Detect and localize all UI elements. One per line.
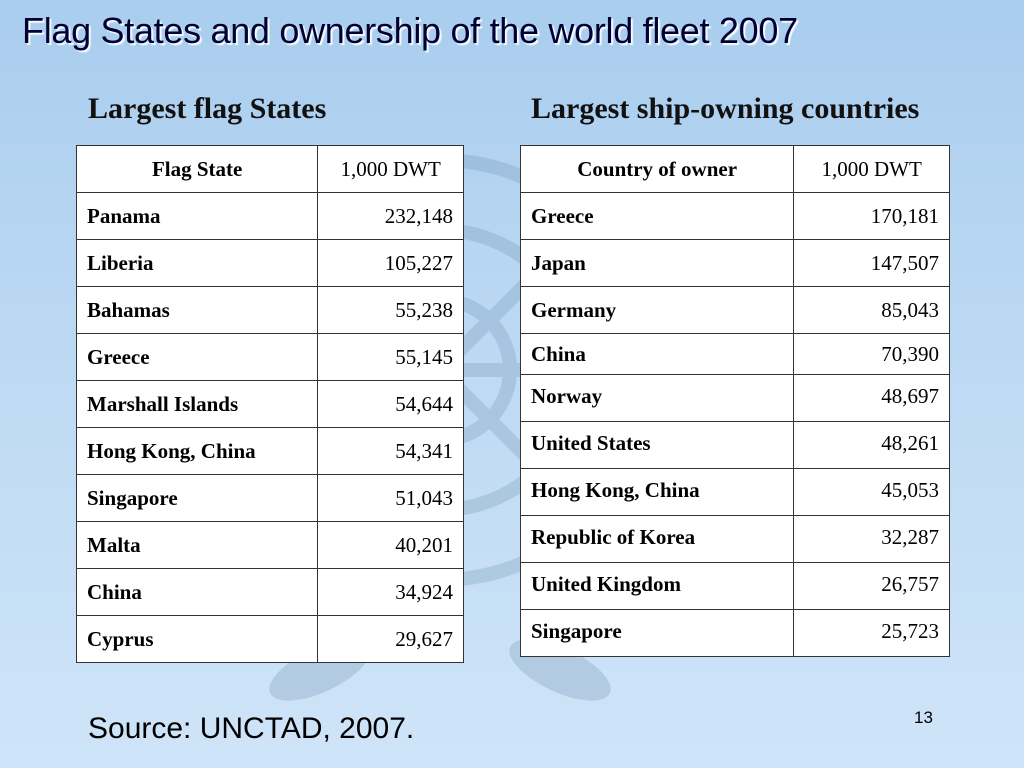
table-row: Japan 147,507 <box>519 239 950 287</box>
owning-countries-table: Country of owner 1,000 DWT Greece 170,18… <box>519 145 950 657</box>
owner-country-name: United States <box>519 421 795 469</box>
table-row: Norway 48,697 <box>519 374 950 422</box>
table-row: Marshall Islands 54,644 <box>75 380 464 428</box>
page-number: 13 <box>914 708 933 727</box>
dwt-value: 34,924 <box>317 568 464 616</box>
source-note: Source: UNCTAD, 2007. <box>88 712 415 745</box>
flag-state-name: Singapore <box>75 474 319 522</box>
table-row: Malta 40,201 <box>75 521 464 569</box>
flag-state-name: Malta <box>75 521 319 569</box>
flag-state-name: Bahamas <box>75 286 319 334</box>
owner-country-name: Germany <box>519 286 795 334</box>
dwt-value: 55,145 <box>317 333 464 381</box>
dwt-value: 85,043 <box>793 286 950 334</box>
table-row: United States 48,261 <box>519 421 950 469</box>
table-header-row: Country of owner 1,000 DWT <box>519 145 950 193</box>
dwt-value: 45,053 <box>793 468 950 516</box>
owner-country-name: Japan <box>519 239 795 287</box>
dwt-value: 55,238 <box>317 286 464 334</box>
flag-state-name: Liberia <box>75 239 319 287</box>
table-row: China 34,924 <box>75 568 464 616</box>
owning-countries-heading: Largest ship-owning countries <box>531 92 920 125</box>
table-row: Germany 85,043 <box>519 286 950 334</box>
table-row: Hong Kong, China 54,341 <box>75 427 464 475</box>
dwt-value: 29,627 <box>317 615 464 663</box>
table-row: Greece 170,181 <box>519 192 950 240</box>
dwt-value: 51,043 <box>317 474 464 522</box>
flag-state-name: Cyprus <box>75 615 319 663</box>
column-header-country-of-owner: Country of owner <box>519 145 795 193</box>
dwt-value: 70,390 <box>793 333 950 375</box>
owner-country-name: Greece <box>519 192 795 240</box>
dwt-value: 25,723 <box>793 609 950 657</box>
dwt-value: 48,697 <box>793 374 950 422</box>
dwt-value: 32,287 <box>793 515 950 563</box>
table-row: Panama 232,148 <box>75 192 464 240</box>
table-row: Bahamas 55,238 <box>75 286 464 334</box>
dwt-value: 48,261 <box>793 421 950 469</box>
dwt-value: 232,148 <box>317 192 464 240</box>
table-row: Greece 55,145 <box>75 333 464 381</box>
flag-states-heading: Largest flag States <box>88 92 327 125</box>
dwt-value: 54,644 <box>317 380 464 428</box>
table-row: Hong Kong, China 45,053 <box>519 468 950 516</box>
flag-states-table: Flag State 1,000 DWT Panama 232,148 Libe… <box>75 145 464 663</box>
flag-state-name: Hong Kong, China <box>75 427 319 475</box>
owner-country-name: China <box>519 333 795 375</box>
flag-state-name: Greece <box>75 333 319 381</box>
table-header-row: Flag State 1,000 DWT <box>75 145 464 193</box>
slide-title: Flag States and ownership of the world f… <box>22 10 798 51</box>
table-row: Cyprus 29,627 <box>75 615 464 663</box>
dwt-value: 105,227 <box>317 239 464 287</box>
table-row: United Kingdom 26,757 <box>519 562 950 610</box>
column-header-dwt: 1,000 DWT <box>317 145 464 193</box>
dwt-value: 54,341 <box>317 427 464 475</box>
owner-country-name: Hong Kong, China <box>519 468 795 516</box>
dwt-value: 26,757 <box>793 562 950 610</box>
owner-country-name: Singapore <box>519 609 795 657</box>
column-header-flag-state: Flag State <box>75 145 319 193</box>
owner-country-name: United Kingdom <box>519 562 795 610</box>
table-row: Liberia 105,227 <box>75 239 464 287</box>
table-row: China 70,390 <box>519 333 950 375</box>
flag-state-name: Marshall Islands <box>75 380 319 428</box>
table-row: Singapore 25,723 <box>519 609 950 657</box>
table-row: Singapore 51,043 <box>75 474 464 522</box>
owner-country-name: Norway <box>519 374 795 422</box>
table-row: Republic of Korea 32,287 <box>519 515 950 563</box>
flag-state-name: China <box>75 568 319 616</box>
column-header-dwt: 1,000 DWT <box>793 145 950 193</box>
flag-state-name: Panama <box>75 192 319 240</box>
dwt-value: 40,201 <box>317 521 464 569</box>
owner-country-name: Republic of Korea <box>519 515 795 563</box>
dwt-value: 170,181 <box>793 192 950 240</box>
dwt-value: 147,507 <box>793 239 950 287</box>
